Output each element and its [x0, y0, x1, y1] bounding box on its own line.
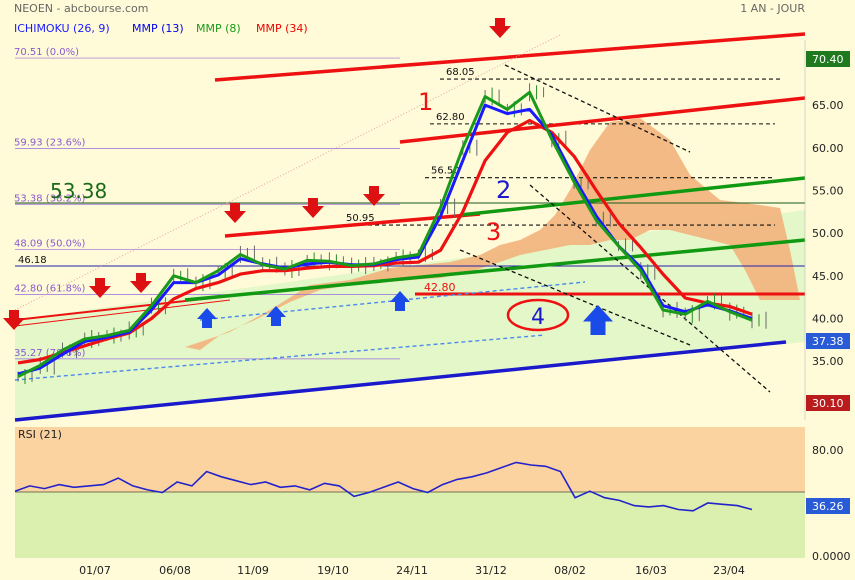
- red-trendline-low: [224, 212, 481, 238]
- wave-label-3: 3: [486, 218, 501, 246]
- date-tick-label: 06/08: [159, 564, 191, 577]
- sell-arrow-icon: [489, 18, 511, 38]
- price-tick-label: 65.00: [812, 99, 844, 112]
- legend-item: ICHIMOKU (26, 9): [14, 22, 110, 35]
- fib-level-label: 48.09 (50.0%): [14, 238, 85, 249]
- chart-labels: 53.38 46.18 42.80 1 2 3 4: [3, 18, 613, 335]
- badge-top: 70.40: [812, 53, 844, 66]
- date-tick-label: 08/02: [554, 564, 586, 577]
- fib-level-label: 53.38 (38.2%): [14, 193, 85, 204]
- legend-item: MMP (34): [256, 22, 308, 35]
- buy-arrow-icon: [266, 306, 286, 326]
- date-tick-label: 31/12: [475, 564, 507, 577]
- period-label: 1 AN - JOUR: [740, 2, 805, 15]
- date-axis: 01/07 06/08 11/09 19/10 24/11 31/12 08/02 16/03…: [79, 564, 745, 577]
- rsi-current-box: [806, 498, 850, 514]
- badge-current: 37.38: [812, 335, 844, 348]
- wave-label-2: 2: [496, 176, 511, 204]
- blue-dashed-support-1: [199, 281, 586, 321]
- red-trendline-top: [214, 32, 806, 82]
- sell-arrow-icon: [302, 198, 324, 218]
- legend-item: MMP (13): [132, 22, 184, 35]
- price-tick-label: 45.00: [812, 270, 844, 283]
- date-tick-label: 19/10: [317, 564, 349, 577]
- price-axis: 35.00 40.00 45.00 50.00 55.00 60.00 65.00 70.40…: [804, 40, 850, 420]
- price-series: [17, 83, 767, 385]
- channel-fill: [15, 210, 805, 420]
- sell-arrow-icon: [130, 273, 152, 293]
- resistance-label: 68.05: [446, 67, 475, 78]
- price-tick-label: 60.00: [812, 142, 844, 155]
- fib-level-label: 35.27 (78.6%): [14, 348, 85, 359]
- fib-level-label: 59.93 (23.6%): [14, 137, 85, 148]
- rsi-series: 80.00 0.0000 36.26: [14, 444, 851, 563]
- resistance-label: 56.50: [431, 166, 460, 177]
- resistance-label: 50.95: [346, 213, 375, 224]
- series-line-2: [17, 118, 753, 365]
- wave-label-1: 1: [418, 88, 433, 116]
- sell-arrow-icon: [224, 203, 246, 223]
- green-trendline-lower: [184, 238, 806, 302]
- price-tick-label: 40.00: [812, 312, 844, 325]
- rsi-line: [14, 461, 753, 512]
- price-tick-label: 55.00: [812, 184, 844, 197]
- sell-arrow-icon: [89, 278, 111, 298]
- wave-4-circle: [506, 298, 570, 332]
- date-tick-label: 24/11: [396, 564, 428, 577]
- resistance-label: 62.80: [436, 112, 465, 123]
- legend-item: MMP (8): [196, 22, 241, 35]
- chart-decorations: 70.51 (0.0%) 59.93 (23.6%) 53.38 (38.2%) 48…: [14, 32, 806, 422]
- fib-level-label: 42.80 (61.8%): [14, 284, 85, 295]
- sell-arrow-icon: [363, 186, 385, 206]
- badge-low-box: [806, 395, 850, 411]
- buy-arrow-icon: [583, 305, 613, 335]
- price-tick-label: 50.00: [812, 227, 844, 240]
- price-tick-label: 35.00: [812, 355, 844, 368]
- black-dashed-down-2: [529, 184, 771, 393]
- fib-level-label: 70.51 (0.0%): [14, 47, 79, 58]
- wave-label-4: 4: [531, 305, 545, 330]
- black-dashed-down-1: [504, 64, 691, 153]
- rsi-current-value: 36.26: [812, 500, 844, 513]
- date-tick-label: 16/03: [635, 564, 667, 577]
- rsi-upper-zone: [15, 427, 805, 492]
- date-tick-label: 11/09: [237, 564, 269, 577]
- buy-arrow-icon: [197, 308, 217, 328]
- date-tick-label: 01/07: [79, 564, 111, 577]
- blue-dashed-support-2: [14, 334, 546, 381]
- sell-arrow-icon: [3, 310, 25, 330]
- badge-top-box: [806, 51, 850, 67]
- rsi-tick-80: 80.00: [812, 444, 844, 457]
- buy-arrow-icon: [390, 291, 410, 311]
- badge-low: 30.10: [812, 397, 844, 410]
- level-4280-label: 42.80: [424, 281, 456, 294]
- big-level-label: 53.38: [50, 179, 107, 203]
- red-channel-thin: [14, 299, 231, 327]
- blue-support-line: [14, 340, 787, 422]
- level-4618-label: 46.18: [18, 255, 47, 266]
- series-line-0: [17, 90, 753, 378]
- indicator-legend: ICHIMOKU (26, 9) MMP (13) MMP (8) MMP (34): [14, 22, 308, 35]
- rsi-title: RSI (21): [18, 428, 62, 441]
- ticker-title: NEOEN - abcbourse.com: [14, 2, 148, 15]
- badge-current-box: [806, 333, 850, 349]
- rsi-lower-zone: [15, 492, 805, 558]
- ichimoku-cloud: [185, 118, 800, 350]
- date-tick-label: 23/04: [713, 564, 745, 577]
- rsi-tick-0: 0.0000: [812, 550, 851, 563]
- green-trendline-upper: [459, 176, 806, 217]
